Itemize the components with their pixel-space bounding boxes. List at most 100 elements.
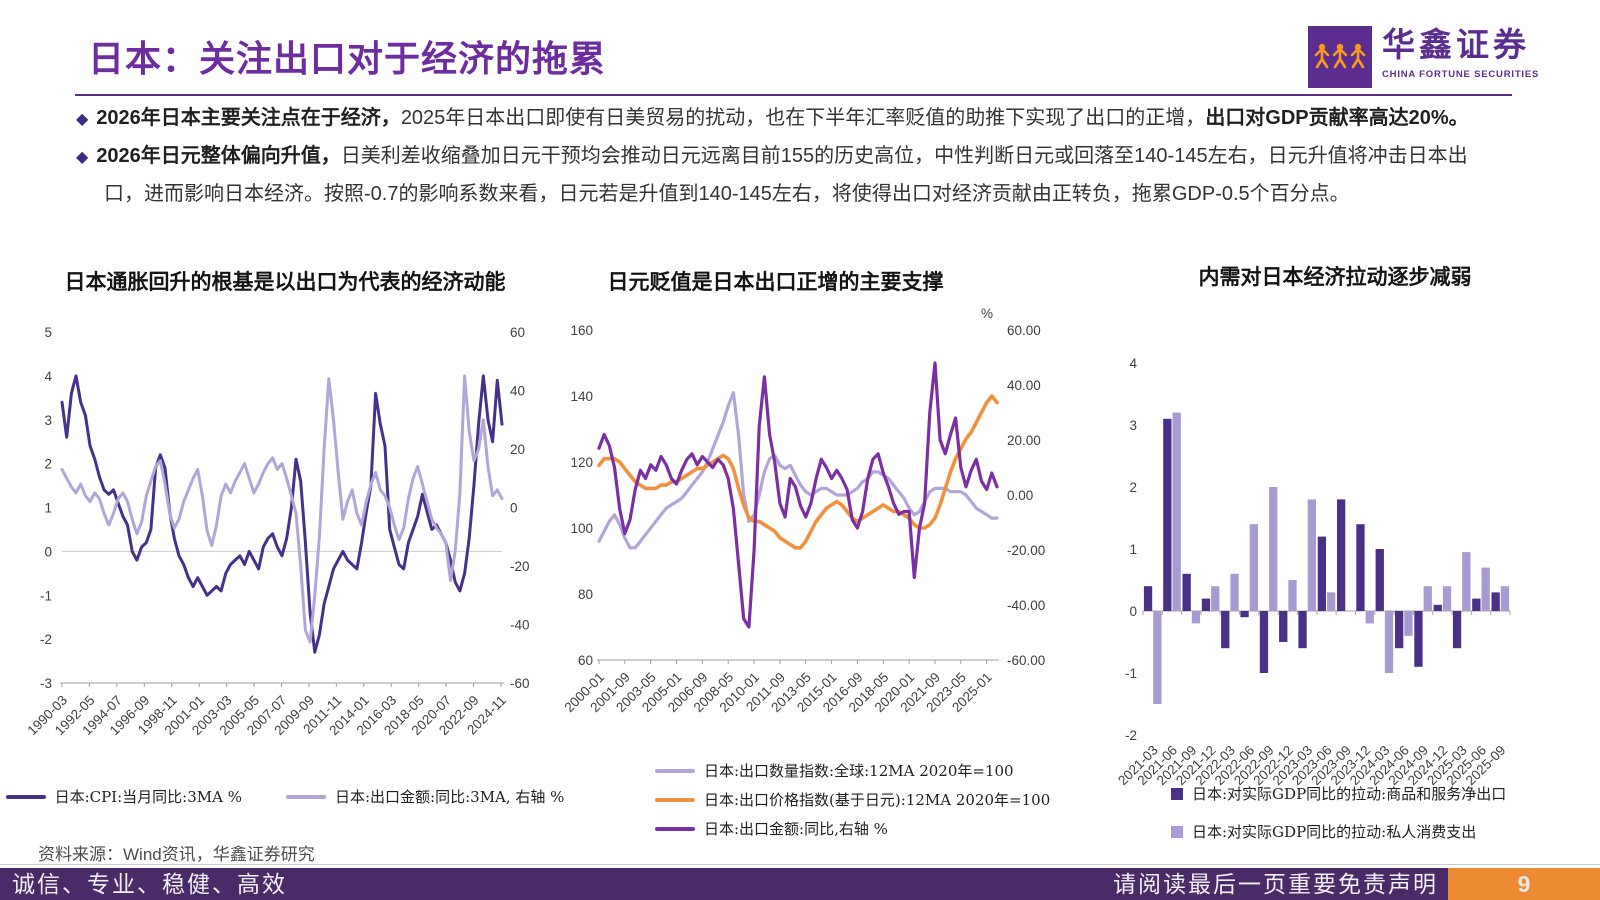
legend-item: 日本:CPI:当月同比:3MA % — [5, 786, 242, 807]
y-axis-tick-label: 5 — [44, 325, 52, 340]
footer-slogan: 诚信、专业、稳健、高效 — [12, 871, 287, 897]
legend-swatch-icon — [5, 794, 46, 799]
bar — [1500, 586, 1510, 611]
y2-axis-tick-label: 40.00 — [1007, 378, 1041, 393]
bar — [1279, 611, 1288, 642]
legend-swatch-icon — [655, 797, 695, 802]
bar — [1337, 499, 1346, 611]
bullet-text: 2025年日本出口即使有日美贸易的扰动，也在下半年汇率贬值的助推下实现了出口的正… — [400, 107, 1206, 129]
y2-axis-tick-label: 0.00 — [1007, 488, 1033, 503]
bar — [1423, 586, 1432, 611]
export-indices-line-chart: 160 140 120 100 80 60 60.00 40.00 20.00 0.00 -20.0… — [561, 306, 1045, 715]
y2-axis-tick-label: -60.00 — [1007, 653, 1045, 668]
chart-panel-cpi-export: 5 4 3 2 1 0 -1 -2 -3 60 40 20 0 -20 -40 -60 1990-03 1992-… — [5, 252, 564, 832]
line-series — [60, 374, 504, 654]
y-axis-tick-label: 140 — [570, 389, 593, 404]
y-axis-tick-label: 60 — [578, 653, 593, 668]
legend-item: 日本:对实际GDP同比的拉动:私人消费支出 — [1171, 821, 1506, 842]
footer-divider — [0, 864, 1600, 865]
bar — [1414, 611, 1423, 667]
bar — [1365, 611, 1374, 624]
y-axis-tick-label: -2 — [1125, 728, 1137, 743]
footer-bar: 诚信、专业、稳健、高效 请阅读最后一页重要免责声明 — [0, 868, 1600, 900]
line-series — [597, 391, 999, 550]
bullet-diamond-icon: ◆ — [76, 149, 89, 166]
chart-panel-gdp-contribution: 4 3 2 1 0 -1 -2 2021-03 2021-06 2021-09 2021-12 202… — [1075, 245, 1595, 870]
legend-swatch-icon — [655, 826, 695, 831]
bar — [1452, 611, 1462, 649]
legend-item: 日本:出口价格指数(基于日元):12MA 2020年=100 — [655, 789, 1050, 810]
y2-axis-tick-label: 0 — [510, 501, 518, 516]
y2-axis-tick-label: -40.00 — [1007, 598, 1045, 613]
bar — [1491, 592, 1500, 611]
bar — [1211, 586, 1220, 611]
y2-axis-tick-label: 40 — [510, 384, 525, 399]
y-axis-tick-label: 160 — [570, 323, 593, 338]
legend-item: 日本:出口金额:同比:3MA, 右轴 % — [285, 786, 565, 807]
bar — [1395, 611, 1404, 649]
bar — [1143, 586, 1153, 611]
bar — [1404, 611, 1413, 636]
line-series — [597, 394, 999, 550]
y2-axis-tick-label: -40 — [510, 618, 530, 633]
legend-item: 日本:出口金额:同比,右轴 % — [655, 818, 1050, 839]
y2-axis-tick-label: 60 — [510, 325, 525, 340]
bullet-text: 日美利差收缩叠加日元干预均会推动日元远离目前155的历史高位，中性判断日元或回落… — [104, 145, 1468, 205]
bar — [1298, 611, 1307, 649]
bar — [1307, 499, 1316, 611]
y-axis-tick-label: 0 — [1129, 604, 1137, 619]
bar — [1433, 604, 1442, 611]
chart-title-middle: 日元贬值是日本出口正增的主要支撑 — [607, 269, 944, 294]
y-axis-tick-label: 4 — [44, 369, 52, 384]
legend-label: 日本:出口金额:同比:3MA, 右轴 % — [334, 788, 565, 806]
line-series — [597, 361, 999, 629]
bar — [1317, 536, 1326, 611]
bar — [1240, 611, 1249, 618]
legend-swatch-icon — [655, 768, 695, 773]
legend-swatch-icon — [285, 794, 326, 799]
legend-label: 日本:出口数量指数:全球:12MA 2020年=100 — [704, 762, 1014, 780]
bullet-point: ◆ 2026年日元整体偏向升值，日美利差收缩叠加日元干预均会推动日元远离目前155… — [76, 138, 1478, 212]
bar — [1182, 573, 1191, 611]
y-axis-tick-label: 3 — [1129, 418, 1137, 433]
y-axis-tick-label: 80 — [578, 587, 593, 602]
source-note: 资料来源：Wind资讯，华鑫证券研究 — [38, 845, 315, 864]
bar — [1163, 418, 1172, 611]
bar — [1384, 611, 1394, 673]
y2-axis-tick-label: -60 — [510, 676, 530, 691]
bar — [1153, 611, 1162, 704]
legend-item: 日本:出口数量指数:全球:12MA 2020年=100 — [655, 760, 1050, 781]
y-axis-tick-label: 1 — [44, 501, 52, 516]
logo-name-en: CHINA FORTUNE SECURITIES — [1382, 69, 1540, 80]
y-axis-tick-label: 100 — [570, 521, 593, 536]
bar — [1356, 524, 1365, 611]
y2-axis-unit-label: % — [981, 306, 993, 321]
bar — [1269, 487, 1278, 611]
cpi-export-line-chart: 543210-1-2-36040200-20-40-601990-031992-… — [24, 325, 530, 738]
legend-label: 日本:CPI:当月同比:3MA % — [54, 788, 242, 806]
chart-title-right: 内需对日本经济拉动逐步减弱 — [1198, 264, 1472, 289]
legend-label: 日本:出口金额:同比,右轴 % — [704, 820, 888, 838]
people-icon — [1314, 43, 1366, 69]
legend-label: 日本:出口价格指数(基于日元):12MA 2020年=100 — [704, 791, 1051, 809]
page-number: 9 — [1448, 868, 1600, 900]
legend-middle-chart: 日本:出口数量指数:全球:12MA 2020年=100 日本:出口价格指数(基于日… — [655, 760, 1050, 839]
bar — [1481, 567, 1490, 611]
bullet-diamond-icon: ◆ — [76, 111, 89, 128]
bar — [1375, 549, 1384, 611]
bar — [1221, 611, 1230, 649]
bar — [1172, 412, 1181, 611]
legend-left-chart: 日本:CPI:当月同比:3MA % 日本:出口金额:同比:3MA, 右轴 % — [5, 786, 564, 807]
y-axis-tick-label: 3 — [44, 413, 52, 428]
legend-item: 日本:对实际GDP同比的拉动:商品和服务净出口 — [1171, 783, 1506, 804]
bar — [1462, 552, 1471, 611]
bullet-text: 2026年日本主要关注点在于经济， — [96, 107, 401, 129]
bar — [1191, 611, 1201, 624]
y2-axis-tick-label: 20 — [510, 442, 525, 457]
y2-axis-tick-label: 60.00 — [1007, 323, 1041, 338]
y-axis-tick-label: 2 — [1129, 480, 1137, 495]
bar — [1346, 611, 1355, 612]
footer-disclaimer: 请阅读最后一页重要免责声明 — [1113, 871, 1438, 897]
y-axis-tick-label: 0 — [44, 544, 52, 559]
bullet-text: 出口对GDP贡献率高达20%。 — [1205, 107, 1469, 129]
